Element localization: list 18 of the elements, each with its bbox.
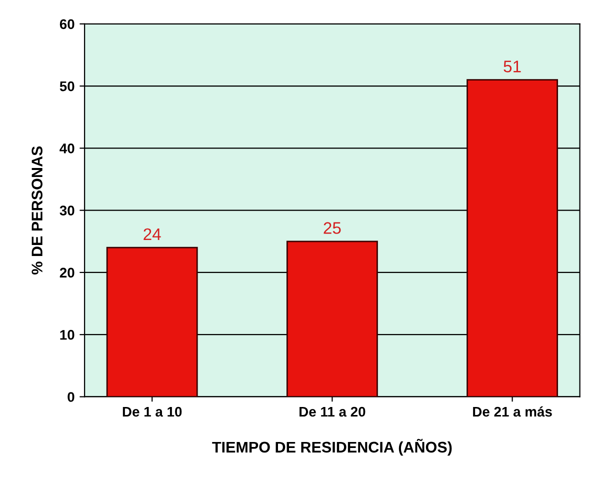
y-tick-label: 10 <box>60 330 74 340</box>
data-label: 51 <box>504 60 521 72</box>
data-label: 24 <box>144 228 161 240</box>
data-label: 25 <box>324 222 341 234</box>
x-tick-label: De 1 a 10 <box>122 406 182 417</box>
x-tick-label: De 11 a 20 <box>300 406 366 417</box>
y-tick-label: 30 <box>60 206 74 216</box>
x-tick-label: De 21 a más <box>473 406 552 417</box>
x-axis-title: TIEMPO DE RESIDENCIA (AÑOS) <box>212 438 452 456</box>
y-tick-label: 20 <box>60 268 74 278</box>
bar <box>286 240 378 397</box>
y-axis-title: % DE PERSONAS <box>32 146 42 274</box>
y-tick-label: 40 <box>60 144 74 154</box>
bar <box>106 246 198 397</box>
y-tick-label: 0 <box>68 392 74 402</box>
y-tick-label: 50 <box>60 81 74 92</box>
y-tick-label: 60 <box>60 19 74 30</box>
bar <box>466 79 558 397</box>
